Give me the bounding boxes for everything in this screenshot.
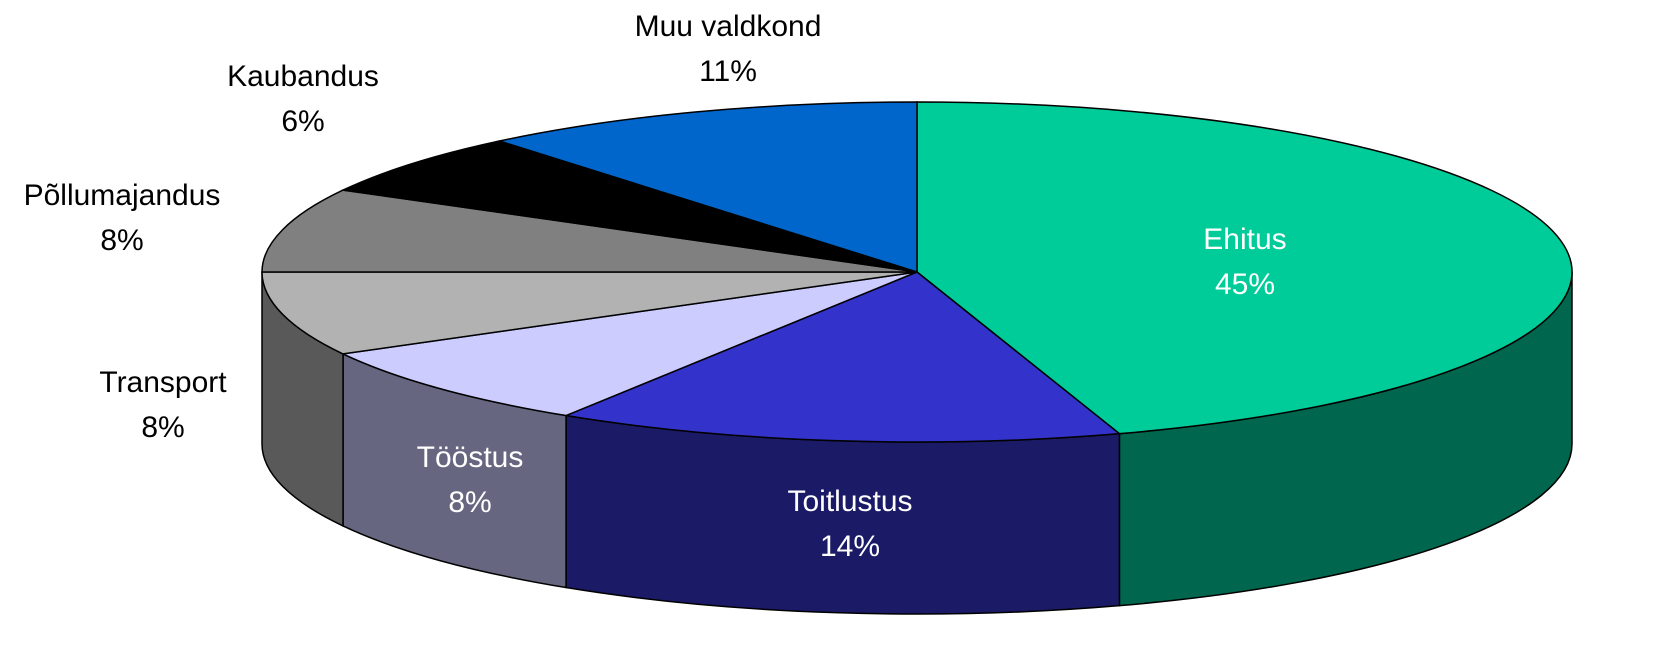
slice-label: Transport <box>99 366 227 399</box>
slice-value-label: 8% <box>448 486 491 519</box>
slice-value-label: 14% <box>820 530 880 563</box>
slice <box>340 140 918 273</box>
slice-label: Ehitus <box>1203 223 1286 256</box>
slice <box>340 271 918 417</box>
slice-label: Muu valdkond <box>635 10 822 43</box>
slice-label: Kaubandus <box>227 60 379 93</box>
slice <box>261 189 918 273</box>
slice-value-label: 45% <box>1215 268 1275 301</box>
slice-value-label: 6% <box>281 105 324 138</box>
slice-label: Põllumajandus <box>24 179 221 212</box>
slice <box>563 271 1122 443</box>
slice <box>261 271 918 355</box>
slice-value-label: 8% <box>100 224 143 257</box>
slice-label: Tööstus <box>417 441 524 474</box>
slice-value-label: 8% <box>141 411 184 444</box>
slice <box>496 101 918 274</box>
slice-value-label: 11% <box>699 55 757 88</box>
slice-label: Toitlustus <box>787 485 912 518</box>
slice <box>916 101 1573 435</box>
